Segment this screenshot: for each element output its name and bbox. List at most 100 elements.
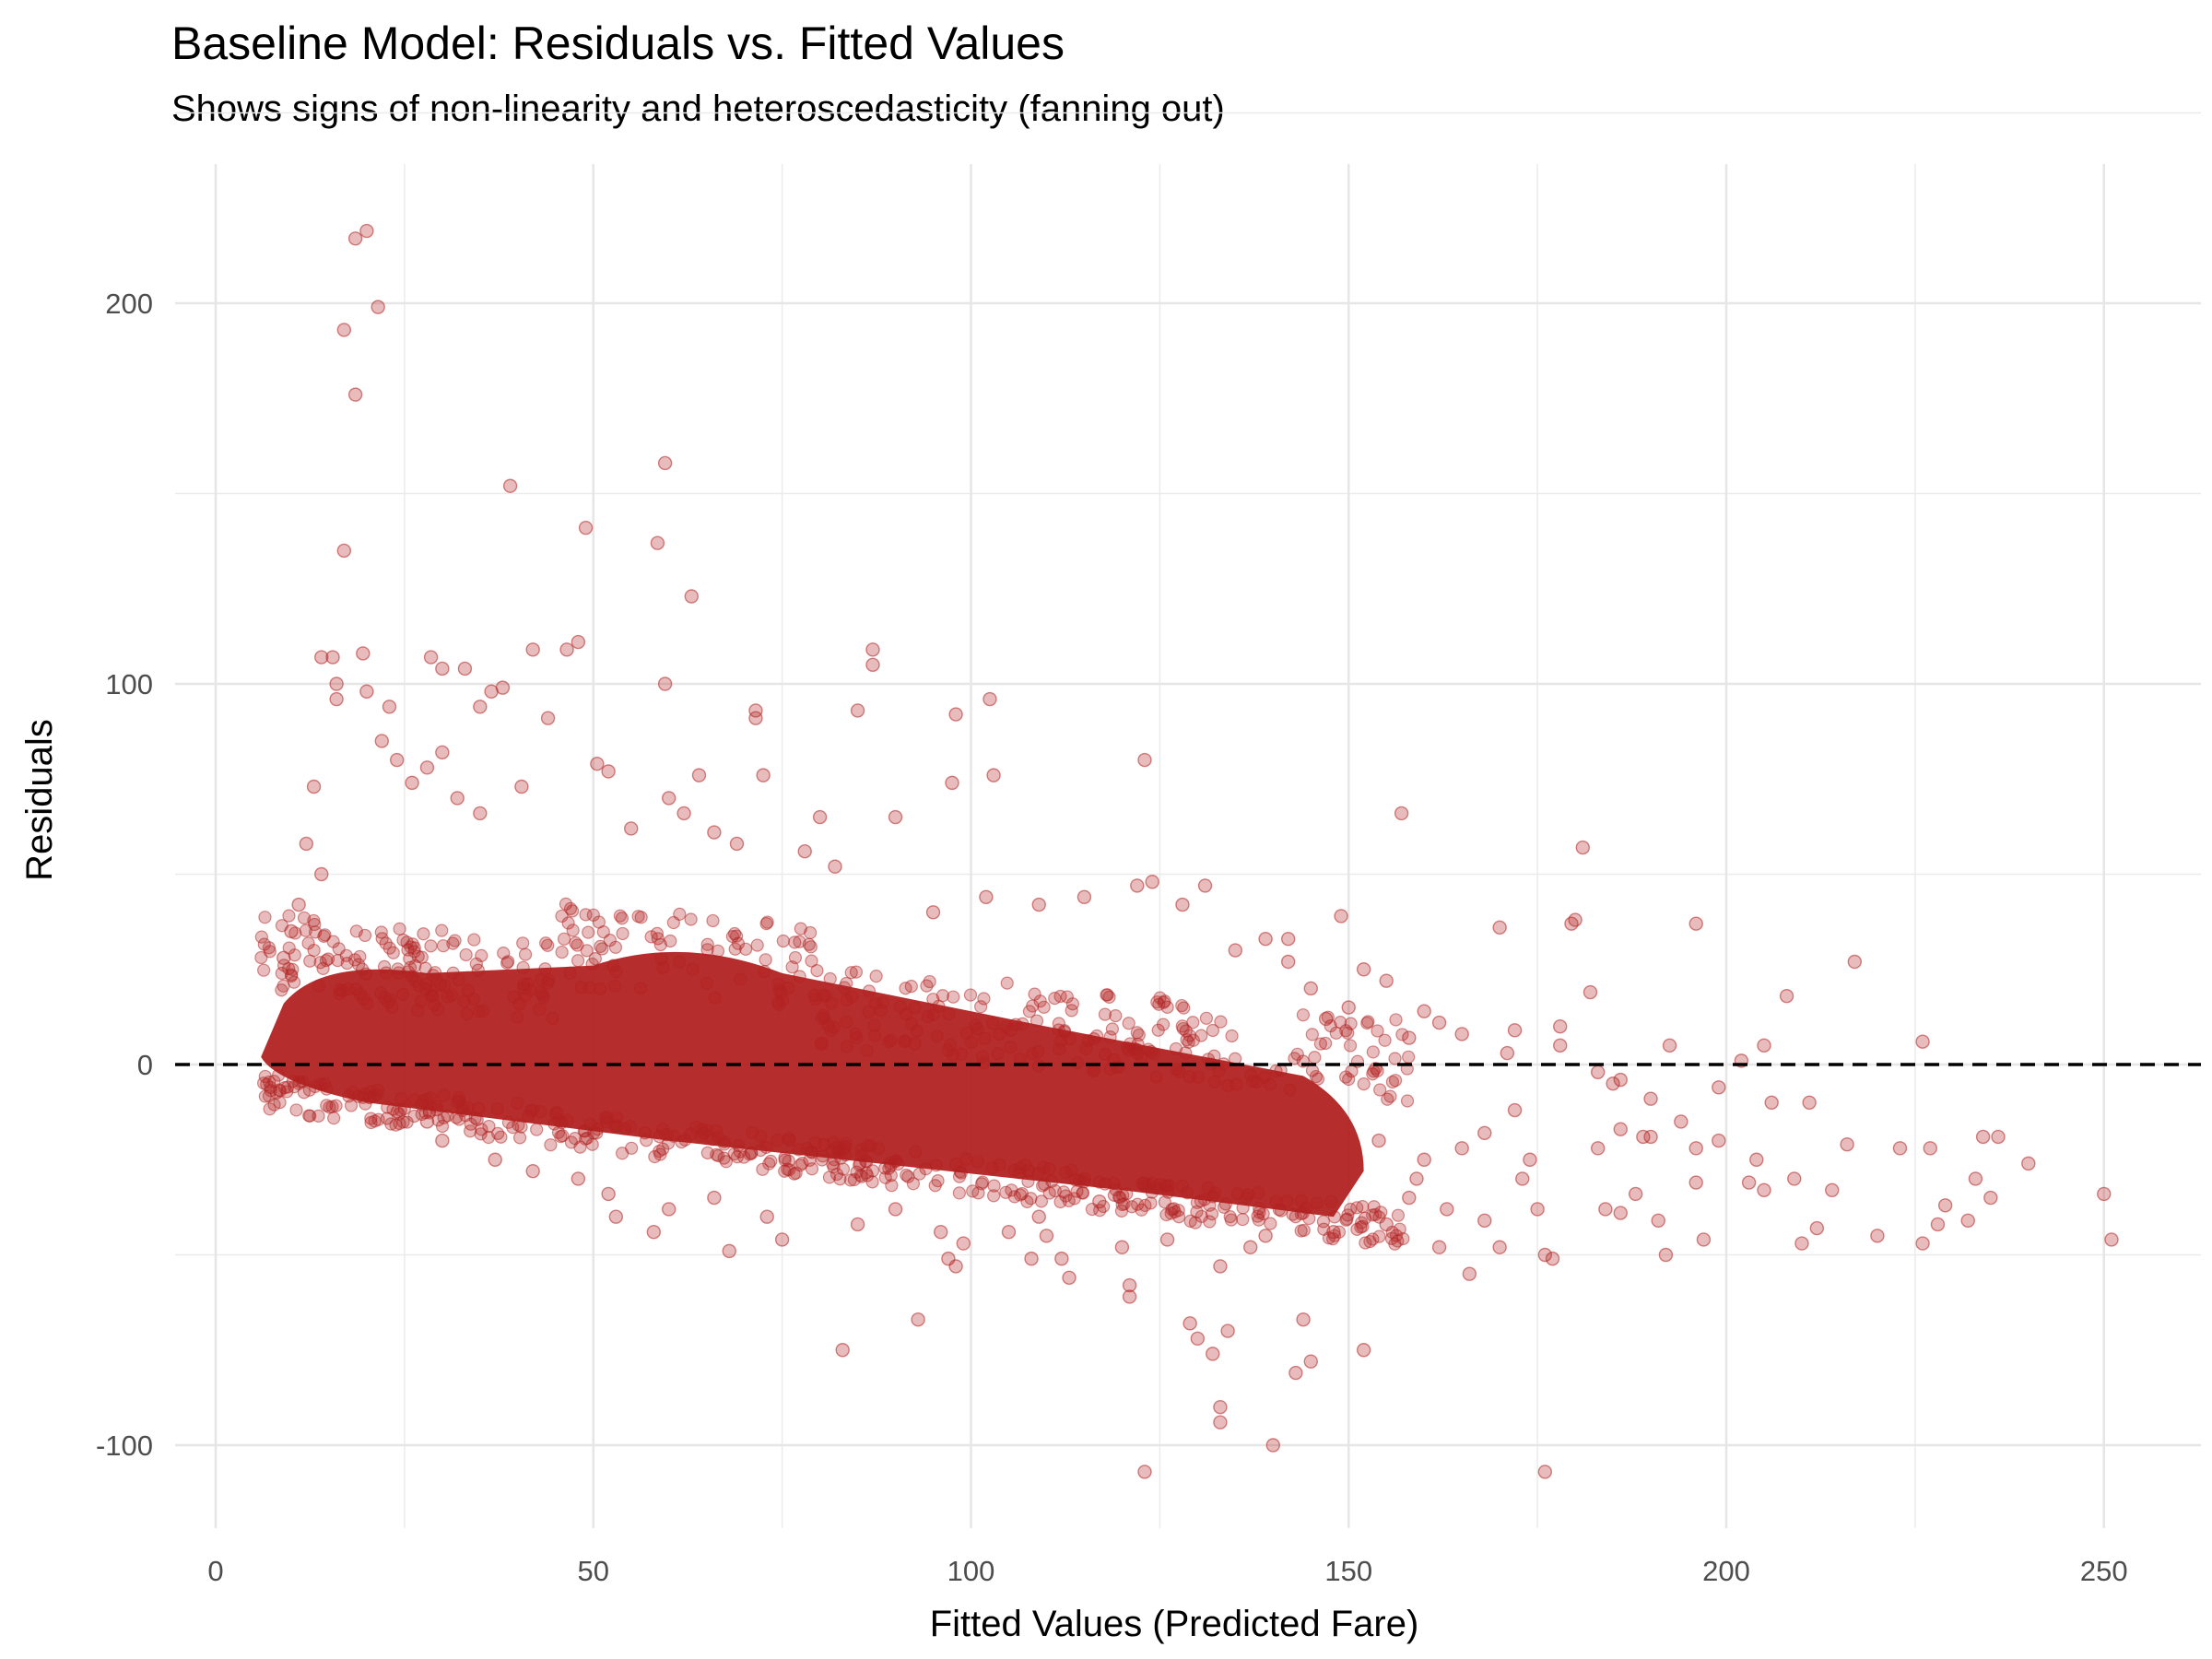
edge-point: [1236, 1201, 1250, 1215]
edge-point: [566, 924, 580, 937]
data-point: [684, 589, 699, 604]
edge-point: [474, 1127, 488, 1141]
data-point: [1114, 1240, 1130, 1254]
edge-point: [1065, 997, 1079, 1011]
data-point: [371, 300, 385, 314]
edge-point: [1203, 1215, 1217, 1229]
edge-point: [512, 1118, 525, 1132]
y-tick-label: 100: [105, 668, 153, 700]
data-point: [1847, 954, 1863, 970]
data-point: [1341, 1000, 1356, 1015]
edge-point: [1034, 1194, 1049, 1208]
edge-point: [1177, 1001, 1191, 1015]
edge-point: [254, 950, 268, 965]
edge-point: [822, 1171, 837, 1184]
edge-point: [1274, 1204, 1288, 1218]
data-point: [284, 924, 299, 939]
edge-point: [1334, 1016, 1347, 1030]
data-point: [1175, 897, 1190, 912]
data-point: [435, 1133, 450, 1148]
edge-point: [1016, 1017, 1030, 1030]
edge-point: [971, 1186, 985, 1200]
edge-point: [533, 1003, 547, 1017]
edge-point: [1122, 1017, 1135, 1030]
data-point: [329, 691, 344, 707]
data-point: [1500, 1045, 1515, 1061]
edge-point: [977, 992, 991, 1006]
edge-point: [412, 979, 427, 993]
data-point: [1613, 1122, 1628, 1136]
edge-point: [974, 1000, 988, 1014]
edge-point: [555, 909, 569, 924]
edge-point: [317, 929, 331, 943]
edge-point: [952, 1186, 966, 1200]
edge-point: [993, 1158, 1006, 1171]
edge-point: [963, 988, 978, 1002]
edge-point: [256, 1077, 271, 1090]
data-point: [1280, 932, 1296, 947]
edge-point: [299, 924, 312, 937]
edge-point: [762, 1157, 776, 1171]
edge-point: [839, 1148, 853, 1162]
data-point: [356, 646, 371, 661]
edge-point: [730, 1150, 745, 1164]
data-point: [1477, 1213, 1492, 1229]
edge-point: [929, 1159, 943, 1172]
edge-point: [985, 1161, 999, 1175]
edge-point: [511, 1010, 524, 1024]
data-point: [1968, 1171, 1983, 1186]
edge-point: [546, 1011, 559, 1025]
edge-point: [459, 1109, 473, 1123]
edge-point: [396, 987, 410, 1001]
data-point: [865, 657, 880, 673]
edge-point: [1070, 1055, 1084, 1070]
edge-point: [563, 966, 577, 980]
edge-point: [559, 897, 573, 911]
edge-point: [700, 943, 714, 957]
edge-point: [555, 945, 569, 959]
edge-point: [1236, 1212, 1250, 1227]
edge-point: [1319, 1036, 1333, 1051]
edge-point: [926, 1007, 941, 1022]
edge-point: [1217, 1200, 1231, 1214]
edge-point: [793, 970, 806, 983]
edge-point: [1389, 1229, 1404, 1242]
edge-point: [521, 977, 535, 991]
data-point: [1983, 1190, 1998, 1206]
edge-point: [837, 981, 852, 994]
edge-point: [467, 933, 481, 947]
edge-point: [1004, 1023, 1018, 1037]
data-point: [1930, 1217, 1946, 1232]
edge-point: [1361, 1015, 1375, 1029]
edge-point: [792, 1143, 806, 1157]
edge-point: [568, 1132, 582, 1146]
data-point: [325, 650, 340, 665]
edge-point: [849, 965, 864, 979]
edge-point: [771, 1134, 784, 1147]
edge-point: [1076, 1185, 1089, 1200]
chart-subtitle: Shows signs of non-linearity and heteros…: [171, 88, 1225, 129]
edge-point: [1179, 1046, 1193, 1060]
data-point: [1757, 1038, 1771, 1053]
edge-point: [871, 1142, 886, 1156]
edge-point: [882, 1035, 896, 1049]
edge-point: [700, 976, 713, 990]
data-point: [1794, 1236, 1809, 1251]
data-point: [359, 684, 374, 699]
data-point: [1613, 1072, 1628, 1088]
chart-title: Baseline Model: Residuals vs. Fitted Val…: [171, 18, 1065, 69]
edge-point: [582, 981, 597, 994]
x-axis-title: Fitted Values (Predicted Fare): [930, 1604, 1419, 1644]
edge-point: [571, 938, 584, 952]
edge-point: [1098, 1007, 1112, 1021]
dense-band-core: [261, 951, 1364, 1218]
data-point: [748, 711, 763, 725]
edge-point: [923, 974, 936, 989]
edge-point: [530, 1123, 544, 1136]
data-point: [525, 1163, 540, 1179]
edge-point: [877, 995, 890, 1009]
edge-point: [949, 1158, 963, 1171]
edge-point: [1391, 1208, 1406, 1222]
data-point: [646, 1225, 662, 1240]
edge-point: [561, 916, 575, 930]
